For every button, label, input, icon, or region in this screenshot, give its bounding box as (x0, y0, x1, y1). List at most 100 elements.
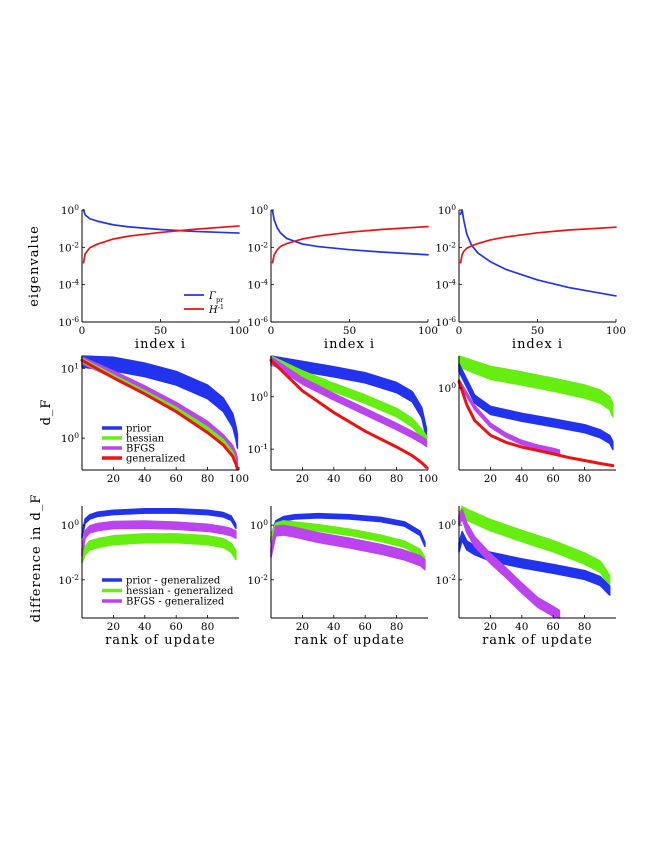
legend-label: BFGS - generalized (126, 597, 225, 608)
y-tick-label: 100 (61, 518, 79, 532)
y-tick-label: 100 (61, 203, 79, 217)
y-tick-label: 100 (250, 203, 268, 217)
x-axis-label: index i (324, 337, 375, 352)
x-axis-label: rank of update (294, 633, 405, 648)
legend-label: hessian (126, 434, 165, 445)
y-tick-label: 100 (438, 203, 456, 217)
x-tick-label: 60 (359, 473, 372, 485)
x-tick-label: 60 (547, 621, 560, 633)
series-band-hessian-generalized (81, 533, 237, 564)
y-tick-label: 100 (61, 431, 79, 445)
x-axis-label: index i (512, 337, 563, 352)
y-tick-label: 10-1 (247, 442, 268, 456)
legend-label: Γpr (208, 291, 224, 304)
series-line-generalized (269, 358, 428, 469)
x-tick-label: 80 (390, 621, 403, 633)
y-tick-label: 10-6 (435, 315, 456, 329)
legend-label: BFGS (126, 444, 155, 455)
x-tick-label: 80 (390, 473, 403, 485)
x-tick-label: 40 (138, 473, 151, 485)
y-tick-label: 10-2 (435, 240, 456, 254)
x-tick-label: 20 (484, 473, 497, 485)
series-band-bfgs (270, 356, 428, 448)
y-tick-label: 10-6 (58, 315, 79, 329)
series-band-bfgs-generalized (270, 524, 426, 571)
x-tick-label: 50 (154, 325, 167, 337)
y-tick-label: 10-2 (435, 573, 456, 587)
panel-3-3: 20 40 60 80 100 10-2 rank of update (435, 505, 616, 648)
series-line-h-1 (271, 225, 429, 264)
legend-label: prior - generalized (126, 576, 221, 587)
x-axis-label: rank of update (482, 633, 593, 648)
x-tick-label: 80 (578, 621, 591, 633)
series-band-prior (458, 362, 614, 451)
x-tick-label: 20 (107, 473, 120, 485)
x-tick-label: 100 (606, 325, 626, 337)
panel-3-1: 20 40 60 80 100 10-2 rank of update prior - gen… (58, 506, 239, 648)
series-line--pr (459, 209, 617, 297)
legend-label: generalized (126, 454, 186, 465)
panel-2-3: 20 40 60 80 100 (438, 355, 616, 485)
x-tick-label: 0 (456, 325, 463, 337)
x-tick-label: 40 (138, 621, 151, 633)
x-tick-label: 40 (515, 473, 528, 485)
x-tick-label: 50 (343, 325, 356, 337)
x-tick-label: 20 (296, 621, 309, 633)
y-tick-label: 10-4 (247, 278, 268, 292)
y-tick-label: 10-2 (58, 573, 79, 587)
series-line-generalized (80, 358, 239, 471)
series-line-h-1 (459, 226, 617, 264)
x-tick-label: 60 (359, 621, 372, 633)
series-band-prior-generalized (270, 512, 426, 548)
y-tick-label: 100 (438, 518, 456, 532)
x-tick-label: 40 (515, 621, 528, 633)
y-tick-label: 101 (61, 361, 79, 375)
x-tick-label: 0 (79, 325, 86, 337)
y-tick-label: 10-2 (58, 240, 79, 254)
x-axis-label: rank of update (105, 633, 216, 648)
panel-2-2: 20 40 60 80 100 100 10-1 (247, 355, 438, 485)
x-tick-label: 80 (578, 473, 591, 485)
legend-label: hessian - generalized (126, 586, 234, 597)
series-line--pr (82, 209, 240, 234)
row-label-eigenvalue: eigenvalue (27, 225, 42, 307)
x-tick-label: 60 (547, 473, 560, 485)
x-tick-label: 100 (418, 325, 438, 337)
series-band-prior-generalized (81, 508, 237, 539)
x-tick-label: 60 (170, 473, 183, 485)
x-tick-label: 60 (170, 621, 183, 633)
x-tick-label: 20 (107, 621, 120, 633)
panel-3-2: 20 40 60 80 100 10-2 rank of update (247, 506, 428, 648)
series-band-bfgs-generalized (81, 520, 237, 557)
legend-label: H-1 (208, 303, 224, 316)
x-tick-label: 100 (229, 473, 249, 485)
y-tick-label: 10-2 (247, 240, 268, 254)
y-tick-label: 100 (250, 390, 268, 404)
x-tick-label: 20 (296, 473, 309, 485)
x-tick-label: 0 (268, 325, 275, 337)
y-tick-label: 10-4 (58, 278, 79, 292)
x-tick-label: 40 (327, 473, 340, 485)
y-tick-label: 100 (250, 518, 268, 532)
y-tick-label: 10-2 (247, 573, 268, 587)
panel-2-1: 20 40 60 80 100 101 100 priorhessianBFGSgeneral… (61, 355, 249, 485)
series-line-generalized (457, 380, 615, 468)
panel-1-2: 0 50 100 100 10-2 10-4 10-6 index i (247, 203, 438, 352)
panel-1-3: 0 50 100 100 10-2 10-4 10-6 index i (435, 203, 626, 352)
x-tick-label: 40 (327, 621, 340, 633)
x-tick-label: 100 (418, 473, 438, 485)
x-tick-label: 80 (201, 621, 214, 633)
x-tick-label: 100 (229, 325, 249, 337)
row-label-difference-dF: difference in d_F (29, 494, 44, 623)
y-tick-label: 100 (438, 381, 456, 395)
x-tick-label: 80 (201, 473, 214, 485)
y-tick-label: 10-4 (435, 278, 456, 292)
legend-label: prior (126, 424, 151, 435)
row-label-dF: d_F (39, 399, 54, 426)
series-line-h-1 (82, 225, 240, 264)
x-tick-label: 20 (484, 621, 497, 633)
y-tick-label: 10-6 (247, 315, 268, 329)
x-axis-label: index i (135, 337, 186, 352)
